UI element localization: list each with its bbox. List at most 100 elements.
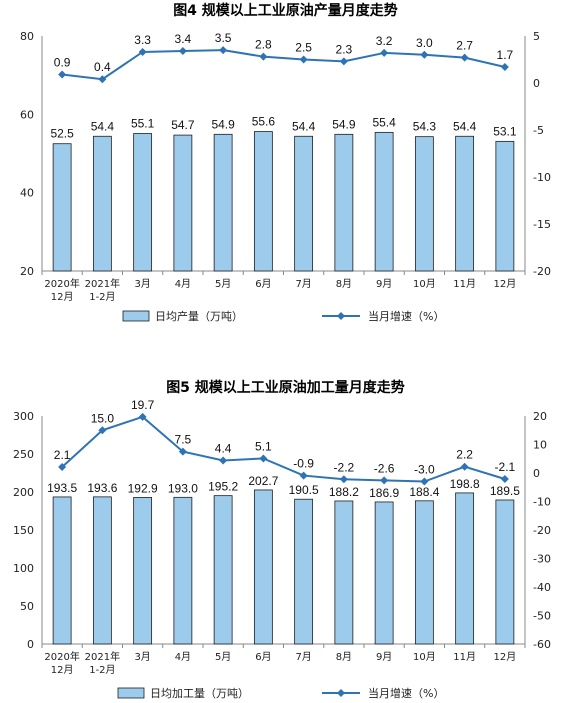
- category-label: 7月: [295, 651, 311, 663]
- right-axis-tick-label: 5: [533, 30, 540, 43]
- left-axis-tick-label: 80: [20, 30, 34, 43]
- category-label: 4月: [175, 651, 191, 663]
- category-label: 4月: [175, 278, 191, 290]
- growth-value-label: 19.7: [131, 398, 155, 412]
- growth-value-label: 3.5: [215, 31, 232, 45]
- legend-bar-label: 日均加工量（万吨）: [150, 687, 249, 700]
- growth-point: [380, 476, 389, 485]
- bar-value-label: 198.8: [450, 477, 480, 491]
- bar-value-label: 186.9: [369, 486, 399, 500]
- right-axis-tick-label: -30: [533, 553, 551, 566]
- bar: [334, 500, 354, 645]
- growth-point: [299, 471, 308, 480]
- bar: [495, 499, 515, 645]
- right-axis-tick-label: -20: [533, 524, 551, 537]
- left-axis-tick-label: 20: [20, 265, 34, 278]
- growth-point: [58, 463, 67, 472]
- category-label: 2021年: [85, 650, 120, 663]
- bar: [52, 496, 72, 645]
- growth-value-label: 4.4: [215, 441, 232, 455]
- bar: [253, 489, 273, 645]
- growth-point: [339, 475, 348, 484]
- bar-value-label: 189.5: [490, 484, 520, 498]
- category-label: 11月: [453, 278, 476, 290]
- bar: [455, 135, 475, 272]
- legend-bar-swatch: [122, 310, 150, 322]
- bar-value-label: 190.5: [289, 483, 319, 497]
- bar-value-label: 54.9: [211, 117, 235, 131]
- growth-value-label: -2.1: [495, 460, 516, 474]
- bar-value-label: 54.3: [413, 120, 437, 134]
- category-label: 3月: [134, 651, 150, 663]
- bar: [374, 501, 394, 645]
- left-axis-tick-label: 150: [13, 524, 34, 537]
- left-axis-tick-label: 250: [13, 448, 34, 461]
- bar: [414, 500, 434, 645]
- category-label: 8月: [336, 278, 352, 290]
- growth-point: [178, 47, 187, 56]
- growth-point: [460, 53, 469, 62]
- bar-value-label: 54.4: [91, 119, 115, 133]
- legend-line-label: 当月增速（%）: [368, 686, 444, 700]
- growth-value-label: -2.2: [334, 460, 355, 474]
- growth-point: [138, 47, 147, 56]
- category-label: 1-2月: [89, 291, 115, 303]
- bar: [334, 133, 354, 272]
- right-axis-tick-label: 0: [533, 77, 540, 90]
- growth-point: [259, 454, 268, 463]
- bar: [213, 133, 233, 272]
- growth-value-label: 2.2: [456, 448, 473, 462]
- growth-value-label: 2.8: [255, 38, 272, 52]
- growth-point: [420, 477, 429, 486]
- bar-value-label: 52.5: [50, 127, 74, 141]
- bar: [133, 133, 153, 272]
- bar: [414, 136, 434, 272]
- growth-point: [58, 70, 67, 79]
- bar: [455, 492, 475, 645]
- category-label: 6月: [255, 278, 271, 290]
- legend-bar-label: 日均产量（万吨）: [155, 309, 243, 323]
- bar-value-label: 192.9: [128, 481, 158, 495]
- right-axis-tick-label: -40: [533, 581, 551, 594]
- category-label: 9月: [376, 651, 392, 663]
- growth-line: [61, 415, 506, 483]
- bar: [92, 135, 112, 272]
- category-label: 2020年: [44, 277, 79, 290]
- growth-value-label: 15.0: [91, 411, 115, 425]
- growth-point: [339, 57, 348, 66]
- growth-value-label: 2.1: [54, 448, 71, 462]
- bar: [294, 135, 314, 272]
- bar-value-label: 54.7: [171, 118, 195, 132]
- category-label: 2021年: [85, 277, 120, 290]
- growth-value-label: 3.3: [134, 33, 151, 47]
- bar: [133, 496, 153, 645]
- bar: [52, 143, 72, 272]
- growth-point: [380, 48, 389, 57]
- right-axis-tick-label: 20: [533, 410, 547, 423]
- category-label: 12月: [494, 651, 517, 663]
- category-label: 1-2月: [89, 664, 115, 676]
- bar-value-label: 188.2: [329, 485, 359, 499]
- growth-point: [299, 55, 308, 64]
- legend-line-label: 当月增速（%）: [368, 309, 444, 323]
- growth-value-label: 2.5: [295, 41, 312, 55]
- right-axis-tick-label: -50: [533, 610, 551, 623]
- left-axis-tick-label: 50: [20, 600, 34, 613]
- growth-value-label: 2.3: [336, 42, 353, 56]
- legend: 日均加工量（万吨） 当月增速（%）: [117, 686, 444, 700]
- right-axis-tick-label: 10: [533, 439, 547, 452]
- growth-value-label: 5.1: [255, 439, 272, 453]
- category-label: 2020年: [44, 650, 79, 663]
- growth-line: [62, 49, 506, 81]
- growth-point: [500, 474, 509, 483]
- category-label: 9月: [376, 278, 392, 290]
- growth-point: [98, 75, 107, 84]
- left-axis-tick-label: 40: [20, 187, 34, 200]
- left-axis-tick-label: 60: [20, 108, 34, 121]
- bar-value-label: 55.1: [131, 117, 155, 131]
- growth-point: [460, 462, 469, 471]
- bar: [213, 495, 233, 645]
- bar-value-label: 195.2: [208, 480, 238, 494]
- right-axis-tick-label: -10: [533, 496, 551, 509]
- bar: [92, 496, 112, 645]
